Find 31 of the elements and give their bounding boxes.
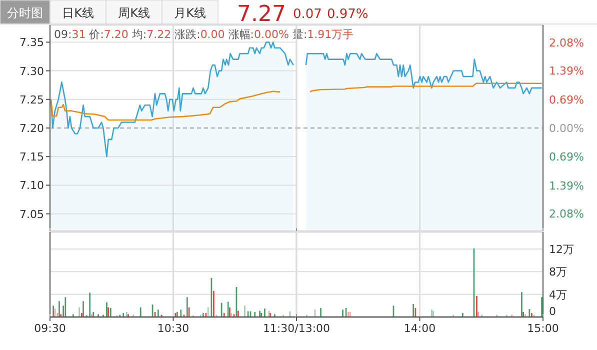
y-tick-label: 7.30 bbox=[20, 64, 44, 78]
x-tick-label: 09:30 bbox=[34, 322, 66, 335]
y-tick-label: 7.15 bbox=[20, 150, 44, 164]
text: 周K线 bbox=[118, 6, 150, 20]
text: 0.97% bbox=[326, 7, 368, 22]
text: 2.08% bbox=[549, 208, 584, 221]
y-tick-label: 7.35 bbox=[20, 36, 44, 50]
text: 0.69% bbox=[549, 94, 584, 107]
annotation: 7.27 bbox=[237, 2, 286, 27]
y-tick-label: 12万 bbox=[549, 243, 574, 256]
text: 1.39% bbox=[549, 64, 584, 78]
y-tick-label: 7.10 bbox=[20, 179, 44, 192]
text: 1.39% bbox=[549, 179, 584, 192]
x-tick-label: 15:00 bbox=[527, 322, 559, 335]
y-tick-label: 8万 bbox=[549, 266, 567, 279]
y-tick-label: 4万 bbox=[549, 288, 567, 302]
y-tick-label: 7.05 bbox=[20, 208, 44, 221]
y-tick-label: 0 bbox=[549, 305, 556, 318]
x-tick-label: 11:30/13:00 bbox=[262, 322, 330, 335]
text: 0.07 bbox=[292, 7, 322, 22]
line-series bbox=[50, 90, 281, 121]
x-tick-label: 14:00 bbox=[404, 322, 436, 335]
text: 分时图 bbox=[7, 6, 43, 20]
x-tick-label: 10:30 bbox=[157, 322, 190, 335]
text: 0.69% bbox=[549, 150, 584, 164]
y-tick-label: 7.20 bbox=[20, 122, 44, 135]
text: 月K线 bbox=[174, 6, 206, 20]
y-tick-label: 7.25 bbox=[20, 93, 44, 106]
text: 2.08% bbox=[549, 36, 584, 50]
text: 日K线 bbox=[62, 6, 94, 20]
text: 0.00% bbox=[549, 122, 584, 135]
